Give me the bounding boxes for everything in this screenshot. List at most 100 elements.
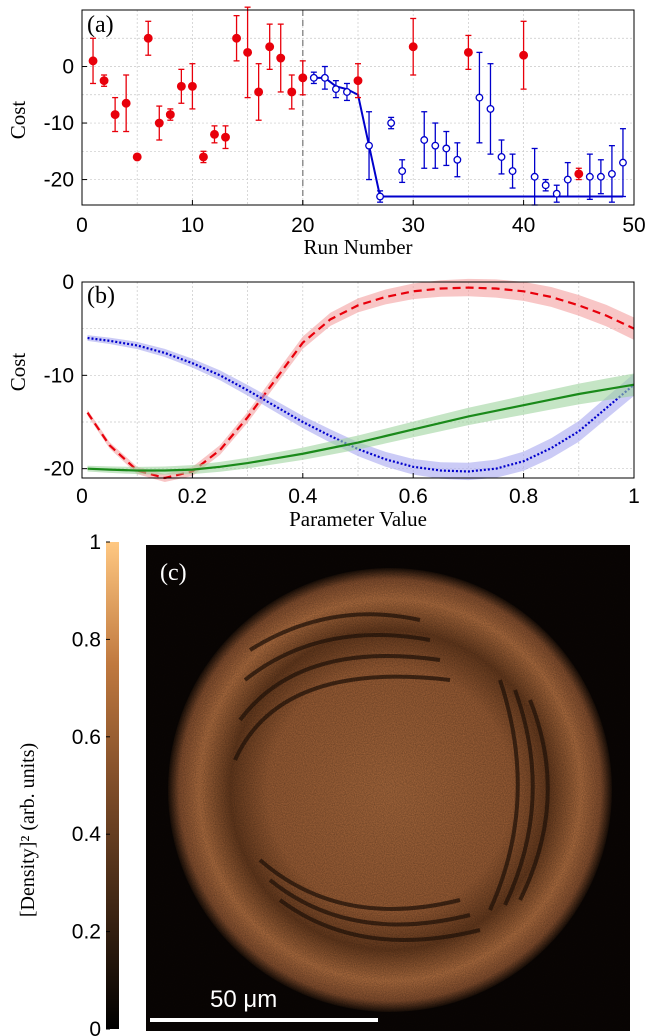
density-image — [146, 545, 630, 1031]
y-tick-label: -10 — [44, 112, 74, 135]
data-point — [431, 141, 440, 150]
data-point — [619, 158, 627, 167]
data-point — [210, 129, 219, 139]
panel-b-ylabel: Cost — [6, 353, 30, 392]
data-point — [408, 42, 418, 52]
data-point — [88, 56, 98, 66]
data-point — [143, 33, 153, 43]
data-point — [519, 50, 529, 60]
x-tick-label: 0.6 — [399, 485, 428, 508]
data-point — [574, 169, 584, 179]
data-point — [353, 76, 363, 86]
data-point — [254, 87, 264, 97]
y-tick-label: 0 — [62, 271, 74, 294]
x-tick-label: 20 — [291, 214, 314, 237]
confidence-band — [87, 278, 634, 483]
colorbar-tick-label: 0 — [89, 1018, 101, 1036]
data-point — [243, 47, 253, 57]
colorbar-tick-label: 0.2 — [72, 921, 101, 944]
x-tick-label: 0 — [76, 485, 88, 508]
data-point — [176, 81, 186, 91]
x-tick-label: 50 — [622, 214, 645, 237]
panel-a-grid — [81, 10, 635, 205]
data-point — [298, 73, 308, 83]
y-tick-label: -20 — [44, 458, 74, 481]
data-point — [154, 118, 164, 128]
data-point — [365, 141, 373, 150]
colorbar — [106, 542, 119, 1029]
data-point — [530, 172, 539, 181]
data-point — [552, 189, 561, 198]
x-tick-label: 10 — [181, 214, 204, 237]
data-point — [486, 104, 495, 113]
colorbar-tick-label: 0.6 — [72, 726, 101, 749]
colorbar-tick-label: 0.4 — [72, 823, 102, 846]
series-line — [86, 286, 635, 480]
panel-b-marks — [86, 278, 635, 483]
series-line — [87, 383, 635, 472]
data-point — [563, 175, 572, 184]
y-tick-label: -10 — [44, 364, 74, 387]
data-point — [232, 33, 242, 43]
x-tick-label: 1 — [628, 485, 640, 508]
data-point — [420, 136, 429, 144]
colorbar-tick-label: 1 — [89, 531, 101, 554]
data-point — [508, 167, 517, 176]
data-point — [276, 53, 286, 63]
data-point — [309, 73, 318, 82]
colorbar-ticks: 0 0.2 0.4 0.6 0.8 1 — [72, 531, 110, 1036]
data-point — [596, 172, 605, 181]
x-tick-label: 0.4 — [288, 485, 318, 508]
data-point — [331, 85, 340, 94]
y-tick-label: -20 — [44, 169, 74, 192]
series-line — [87, 336, 635, 473]
panel-b-xlabel: Parameter Value — [289, 507, 427, 531]
panel-c: 0 0.2 0.4 0.6 0.8 1 [Density]² (arb. units) (… — [17, 531, 630, 1036]
data-point — [497, 153, 506, 161]
panel-a-ticks: 0 10 20 30 40 50 0 -10 -20 — [44, 56, 646, 237]
data-point — [442, 144, 451, 153]
data-point — [585, 172, 594, 181]
data-point — [607, 169, 616, 178]
panel-a-border — [81, 9, 635, 206]
data-point — [198, 152, 208, 162]
data-point — [320, 73, 329, 82]
x-tick-label: 30 — [402, 214, 425, 237]
x-tick-label: 0.8 — [509, 485, 538, 508]
x-tick-label: 40 — [512, 214, 535, 237]
scale-bar-label: 50 μm — [210, 986, 277, 1013]
panel-a-xlabel: Run Number — [303, 235, 412, 259]
x-tick-label: 0.2 — [178, 485, 207, 508]
panel-a: 0 10 20 30 40 50 0 -10 -20 (a) Run Number Cost — [6, 6, 646, 259]
data-point — [343, 88, 351, 96]
data-point — [475, 93, 484, 102]
data-point — [187, 81, 197, 91]
panel-b-ticks: 0 0.2 0.4 0.6 0.8 1 0 -10 -20 — [44, 271, 640, 508]
panel-a-label: (a) — [87, 12, 114, 38]
colorbar-tick-label: 0.8 — [72, 628, 101, 651]
data-point — [463, 47, 473, 57]
data-point — [376, 192, 385, 201]
data-point — [398, 167, 407, 176]
panel-b-label: (b) — [87, 283, 115, 309]
colorbar-label: [Density]² (arb. units) — [17, 743, 39, 917]
data-point — [99, 76, 109, 86]
data-point — [387, 119, 396, 127]
data-point — [287, 87, 297, 97]
confidence-band — [87, 335, 634, 481]
data-point — [121, 98, 131, 108]
data-point — [265, 42, 275, 52]
data-point — [165, 110, 175, 120]
y-tick-label: 0 — [62, 56, 74, 79]
panel-b-border — [81, 281, 635, 479]
x-tick-label: 0 — [76, 214, 88, 237]
data-point — [221, 132, 230, 142]
panel-c-label: (c) — [160, 560, 187, 586]
data-point — [132, 152, 142, 162]
panel-a-marks — [88, 6, 627, 206]
confidence-band — [87, 373, 634, 475]
panel-a-ylabel: Cost — [6, 101, 30, 140]
data-point — [453, 155, 462, 164]
panel-b: 0 0.2 0.4 0.6 0.8 1 0 -10 -20 (b) Parameter Valu… — [6, 271, 640, 531]
